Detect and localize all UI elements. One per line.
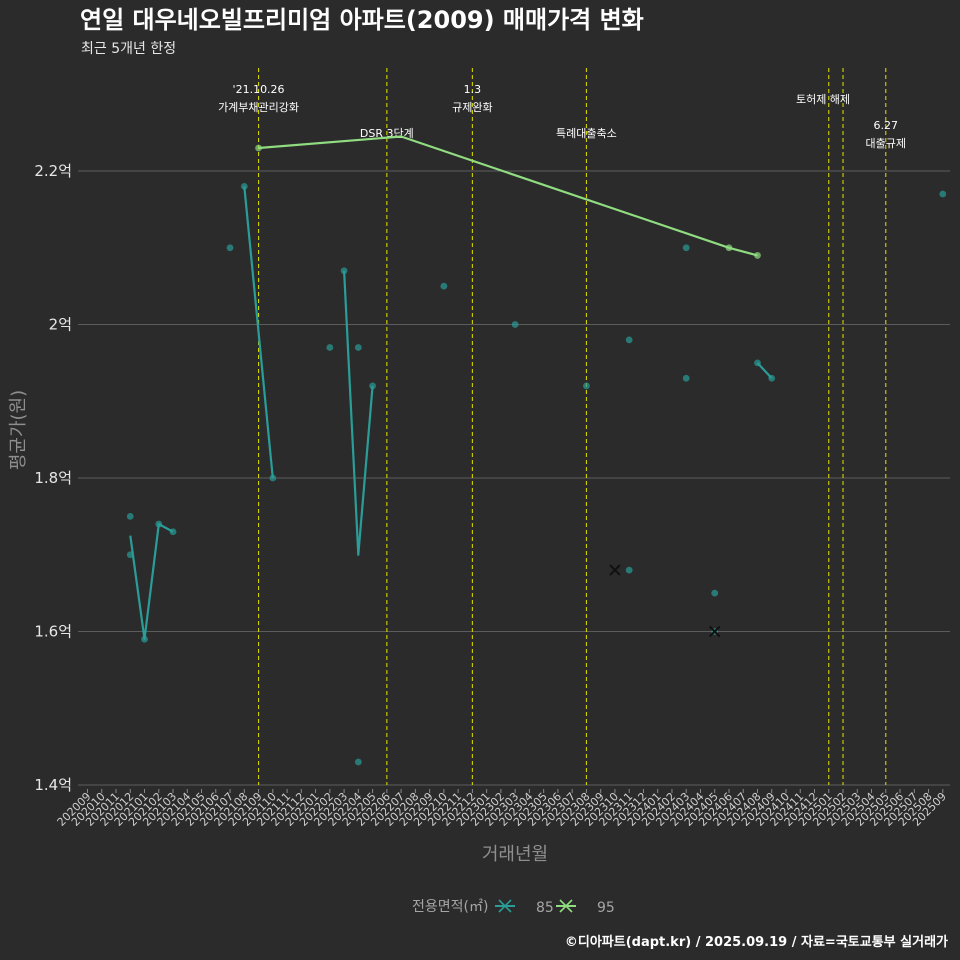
gridlines (78, 170, 950, 786)
cancelled-mark (709, 625, 721, 638)
y-axis-title: 평균가(원) (8, 390, 29, 470)
event-label: 가계부채관리강화 (218, 101, 299, 114)
data-point (440, 282, 448, 290)
series-line-85 (129, 186, 773, 641)
legend: 전용면적(㎡) 85 95 (412, 899, 615, 916)
series-group (126, 135, 947, 766)
data-point (625, 566, 633, 574)
y-tick-label: 1.6억 (34, 623, 72, 641)
data-point (711, 589, 719, 597)
x-axis-title: 거래년월 (482, 844, 548, 865)
legend-label-95: 95 (597, 900, 615, 916)
data-point (682, 374, 690, 382)
data-point (725, 244, 733, 252)
data-point (583, 382, 590, 390)
data-point (754, 359, 761, 367)
event-label: 토허제 해제 (796, 92, 850, 106)
data-point (226, 244, 234, 252)
data-point (625, 336, 633, 344)
legend-key-cross (498, 899, 512, 913)
y-tick-label: 2억 (49, 316, 72, 334)
data-point (169, 528, 177, 536)
data-point (354, 758, 362, 766)
data-point (682, 244, 690, 252)
chart-title: 연일 대우네오빌프리미엄 아파트(2009) 매매가격 변화 (80, 6, 644, 34)
y-axis-ticks: 1.4억 1.6억 1.8억 2억 2.2억 (34, 162, 72, 794)
chart-subtitle: 최근 5개년 한정 (81, 41, 176, 57)
series-line-95 (258, 135, 758, 257)
event-label: 특례대출축소 (556, 127, 617, 140)
y-tick-label: 1.8억 (34, 469, 72, 487)
legend-title: 전용면적(㎡) (412, 899, 488, 915)
data-point (511, 321, 519, 328)
legend-label-85: 85 (536, 900, 554, 916)
data-point (939, 190, 947, 198)
data-point (269, 474, 277, 482)
data-point (768, 374, 776, 382)
data-point (369, 382, 376, 390)
x-axis-ticks: 2020092020102020112020122021012021022021… (55, 789, 949, 829)
data-point (240, 182, 248, 190)
source-caption: ©디아파트(dapt.kr) / 2025.09.19 / 자료=국토교통부 실… (565, 934, 948, 950)
data-point (255, 144, 262, 152)
data-point (141, 635, 148, 643)
data-point (126, 512, 134, 520)
cancelled-mark (609, 564, 621, 576)
data-point (155, 520, 163, 528)
data-point (126, 551, 134, 559)
event-label: 6.27 (874, 119, 899, 132)
legend-key-cross (559, 899, 573, 913)
event-label: 규제완화 (452, 101, 492, 114)
y-tick-label: 1.4억 (34, 776, 72, 794)
event-label: 1.3 (464, 83, 482, 96)
data-point (354, 344, 362, 351)
data-point (754, 252, 761, 259)
y-tick-label: 2.2억 (34, 162, 72, 180)
data-point (340, 267, 348, 275)
event-label: 대출규제 (866, 137, 906, 150)
event-label: '21.10.26 (233, 83, 285, 96)
data-point (326, 344, 334, 351)
